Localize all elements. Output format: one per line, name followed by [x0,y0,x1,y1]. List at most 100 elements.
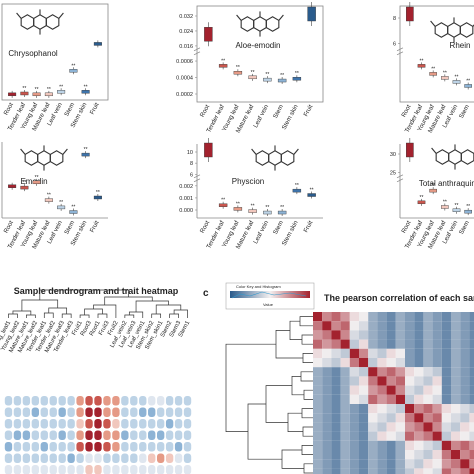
heatmap-cell [76,407,84,417]
correlation-cell [441,404,451,414]
box-stem-skin [81,152,90,157]
correlation-cell [368,367,378,377]
correlation-cell [395,440,405,450]
box-tender-leaf [20,185,29,190]
color-key-histogram [231,291,307,299]
correlation-cell [441,321,451,331]
correlation-cell [423,358,433,368]
box-stem-skin [81,90,90,94]
correlation-cell [349,339,359,349]
correlation-cell [340,422,350,432]
correlation-cell [386,330,396,340]
correlation-cell [395,321,405,331]
correlation-cell [340,431,350,441]
correlation-cell [349,330,359,340]
correlation-cell [432,321,442,331]
heatmap-cell [67,430,75,440]
correlation-cell [405,440,415,450]
correlation-cell [414,358,424,368]
box-stem [69,69,78,73]
correlation-cell [441,312,451,322]
correlation-cell [441,330,451,340]
correlation-cell [414,367,424,377]
correlation-cell [441,459,451,469]
correlation-cell [460,321,470,331]
correlation-cell [469,339,474,349]
significance-mark: ** [455,203,459,209]
correlation-cell [423,312,433,322]
correlation-cell [405,385,415,395]
correlation-cell [414,312,424,322]
heatmap-cell [139,419,147,429]
heatmap-cell [58,407,66,417]
heatmap-cell [112,430,120,440]
heatmap-cell [31,419,40,429]
correlation-cell [414,339,424,349]
correlation-cell [469,431,474,441]
significance-mark: ** [431,183,435,189]
heatmap-cell [121,430,129,440]
heatmap-cell [174,453,183,463]
correlation-cell [432,468,442,474]
correlation-cell [359,348,369,358]
heatmap-cell [85,442,93,452]
correlation-cell [414,376,424,386]
sample-dendrogram [8,289,188,318]
heatmap-cell [174,419,183,429]
significance-mark: ** [295,183,299,189]
correlation-cell [405,394,415,404]
heatmap-cell [183,465,192,474]
correlation-cell [441,422,451,432]
x-tick-label: Root [3,101,15,116]
correlation-cell [460,358,470,368]
heatmap-cell [183,430,192,440]
color-key-gradient [230,291,310,298]
significance-mark: ** [22,180,26,186]
box-stem-skin [292,77,302,81]
correlation-cell [322,468,332,474]
heatmap-cell [112,442,120,452]
correlation-cell [405,367,415,377]
heatmap-cell [112,465,120,474]
heatmap-cell [103,453,111,463]
correlation-cell [313,321,323,331]
correlation-cell [469,358,474,368]
correlation-cell [377,404,387,414]
correlation-cell [331,431,341,441]
heatmap-cell [4,442,13,452]
heatmap-cell [165,465,174,474]
correlation-cell [441,431,451,441]
correlation-cell [377,468,387,474]
correlation-cell [451,321,461,331]
heatmap-cell [156,453,165,463]
correlation-cell [395,468,405,474]
correlation-cell [451,339,461,349]
correlation-cell [349,358,359,368]
heatmap-cell [121,442,129,452]
box-mature-leaf [44,198,53,202]
correlation-cell [423,385,433,395]
heatmap-cell [130,407,138,417]
correlation-cell [432,459,442,469]
correlation-cell [405,321,415,331]
x-tick-label: Stem [272,220,285,236]
heatmap-cell [139,396,147,406]
correlation-cell [469,440,474,450]
box-leaf-vein [263,77,272,82]
heatmap-cell [4,407,13,417]
correlation-cell [451,394,461,404]
correlation-cell [469,404,474,414]
correlation-cell [441,348,451,358]
correlation-cell [423,321,433,331]
box-stem [277,210,287,215]
box-stem [464,209,472,214]
heatmap-cell [130,465,138,474]
y-tick-label: 0.001 [179,196,193,202]
correlation-cell [451,431,461,441]
significance-mark: ** [420,195,424,201]
correlation-cell [469,367,474,377]
correlation-cell [432,440,442,450]
compound-name: Total anthraquinones [419,179,474,188]
heatmap-cell [112,453,120,463]
correlation-cell [414,385,424,395]
